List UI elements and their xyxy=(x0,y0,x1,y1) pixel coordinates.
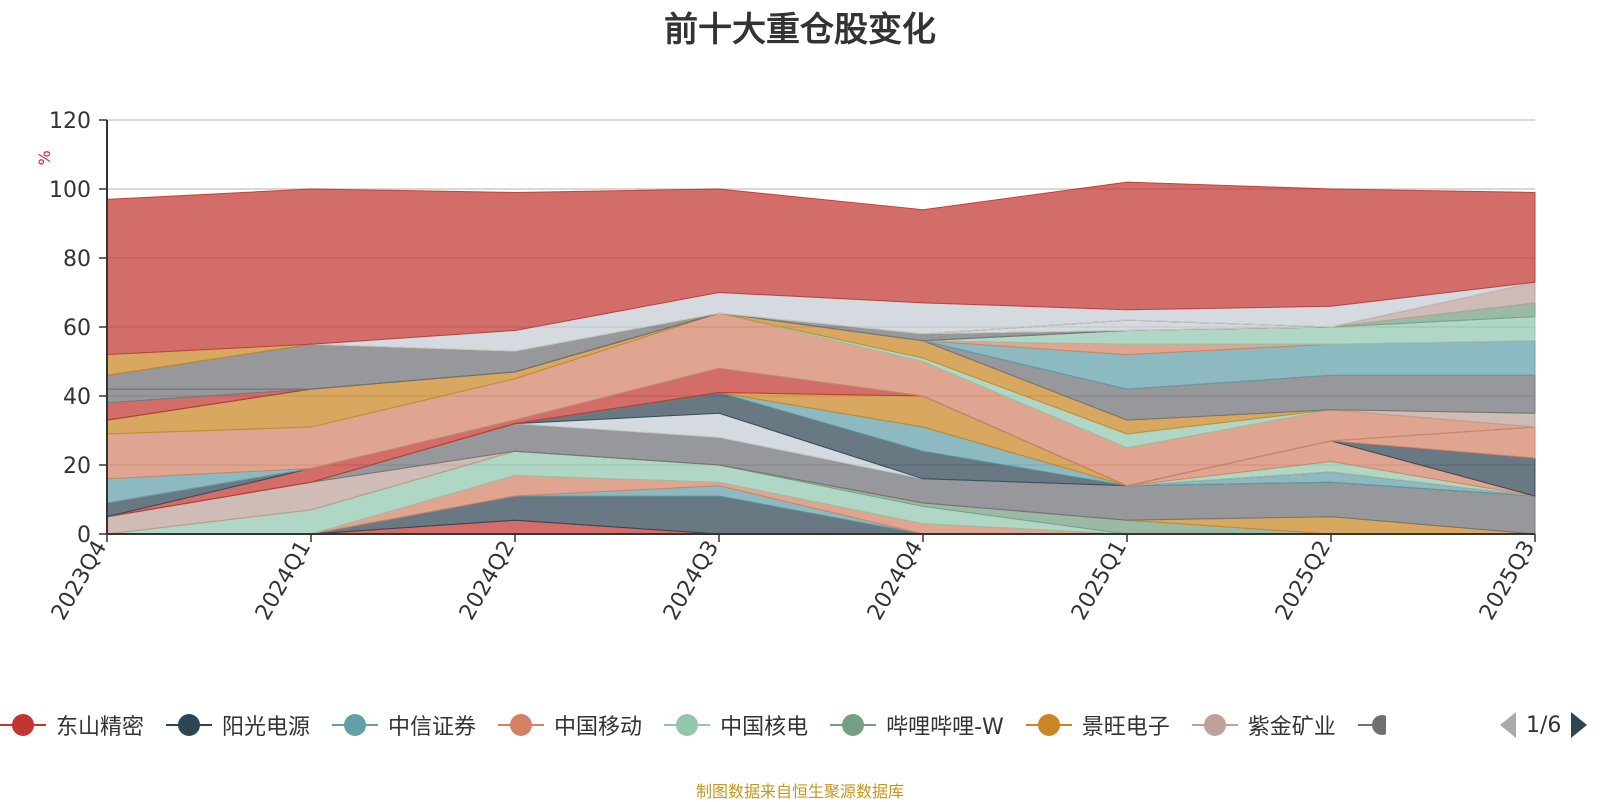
y-tick-label: 80 xyxy=(63,247,91,272)
legend-item[interactable]: 景旺电子 xyxy=(1025,709,1170,741)
legend: 东山精密 阳光电源 中信证券 中国移动 中国核电 哔哩哔哩-W 景旺电子 紫金矿业 xyxy=(0,708,1600,742)
x-tick-label: 2025Q2 xyxy=(1271,537,1336,625)
area-series xyxy=(106,181,1536,535)
x-tick-label: 2024Q2 xyxy=(455,537,520,625)
legend-marker-icon xyxy=(664,714,711,736)
legend-item[interactable]: 紫金矿业 xyxy=(1191,709,1336,741)
legend-page-info: 1/6 xyxy=(1526,712,1562,738)
x-tick-label: 2025Q1 xyxy=(1067,537,1132,625)
legend-marker-icon xyxy=(332,714,379,736)
x-tick-label: 2024Q1 xyxy=(251,537,316,625)
legend-label: 景旺电子 xyxy=(1081,715,1170,740)
x-tick-label: 2023Q4 xyxy=(47,537,112,625)
legend-item[interactable]: 中国移动 xyxy=(498,709,642,741)
y-axis-label: % xyxy=(35,150,54,165)
chart-title: 前十大重仓股变化 xyxy=(664,10,936,50)
legend-label: 紫金矿业 xyxy=(1247,715,1336,740)
legend-item[interactable]: 阳光电源 xyxy=(166,709,310,741)
source-note: 制图数据来自恒生聚源数据库 xyxy=(695,782,904,801)
triangle-left-icon[interactable] xyxy=(1498,710,1518,740)
legend-item[interactable]: 东山精密 xyxy=(0,709,144,741)
y-tick-label: 20 xyxy=(63,454,91,479)
legend-marker-icon[interactable] xyxy=(1357,712,1386,738)
legend-label: 东山精密 xyxy=(56,715,145,740)
legend-item[interactable]: 哔哩哔哩-W xyxy=(830,709,1004,741)
legend-marker-icon xyxy=(1025,714,1072,736)
triangle-right-icon[interactable] xyxy=(1569,710,1589,740)
legend-marker-icon xyxy=(0,714,46,736)
legend-marker-icon xyxy=(830,714,877,736)
legend-marker-icon xyxy=(166,714,213,736)
legend-pager: 1/6 xyxy=(1498,708,1589,742)
y-tick-label: 40 xyxy=(63,385,91,410)
legend-label: 哔哩哔哩-W xyxy=(886,715,1004,740)
x-tick-label: 2025Q3 xyxy=(1475,537,1540,625)
y-tick-label: 0 xyxy=(77,523,91,548)
area-series-44 xyxy=(106,181,1536,356)
y-tick-label: 100 xyxy=(49,178,91,203)
x-tick-label: 2024Q4 xyxy=(863,537,928,625)
chart-plot: 0 20 40 60 80 100 120 2023Q4 2024Q1 2024Q2 2024Q3 2… xyxy=(35,109,1540,625)
legend-item[interactable]: 中信证券 xyxy=(332,709,476,741)
legend-label: 中国移动 xyxy=(554,715,643,740)
x-tick-label: 2024Q3 xyxy=(659,537,724,625)
legend-marker-icon xyxy=(1191,714,1238,736)
legend-label: 中国核电 xyxy=(720,715,809,740)
legend-label: 中信证券 xyxy=(388,715,477,740)
legend-item[interactable]: 中国核电 xyxy=(664,709,808,741)
legend-label: 阳光电源 xyxy=(222,715,311,740)
y-tick-label: 60 xyxy=(63,316,91,341)
y-tick-label: 120 xyxy=(49,109,91,134)
legend-marker-icon xyxy=(498,714,545,736)
